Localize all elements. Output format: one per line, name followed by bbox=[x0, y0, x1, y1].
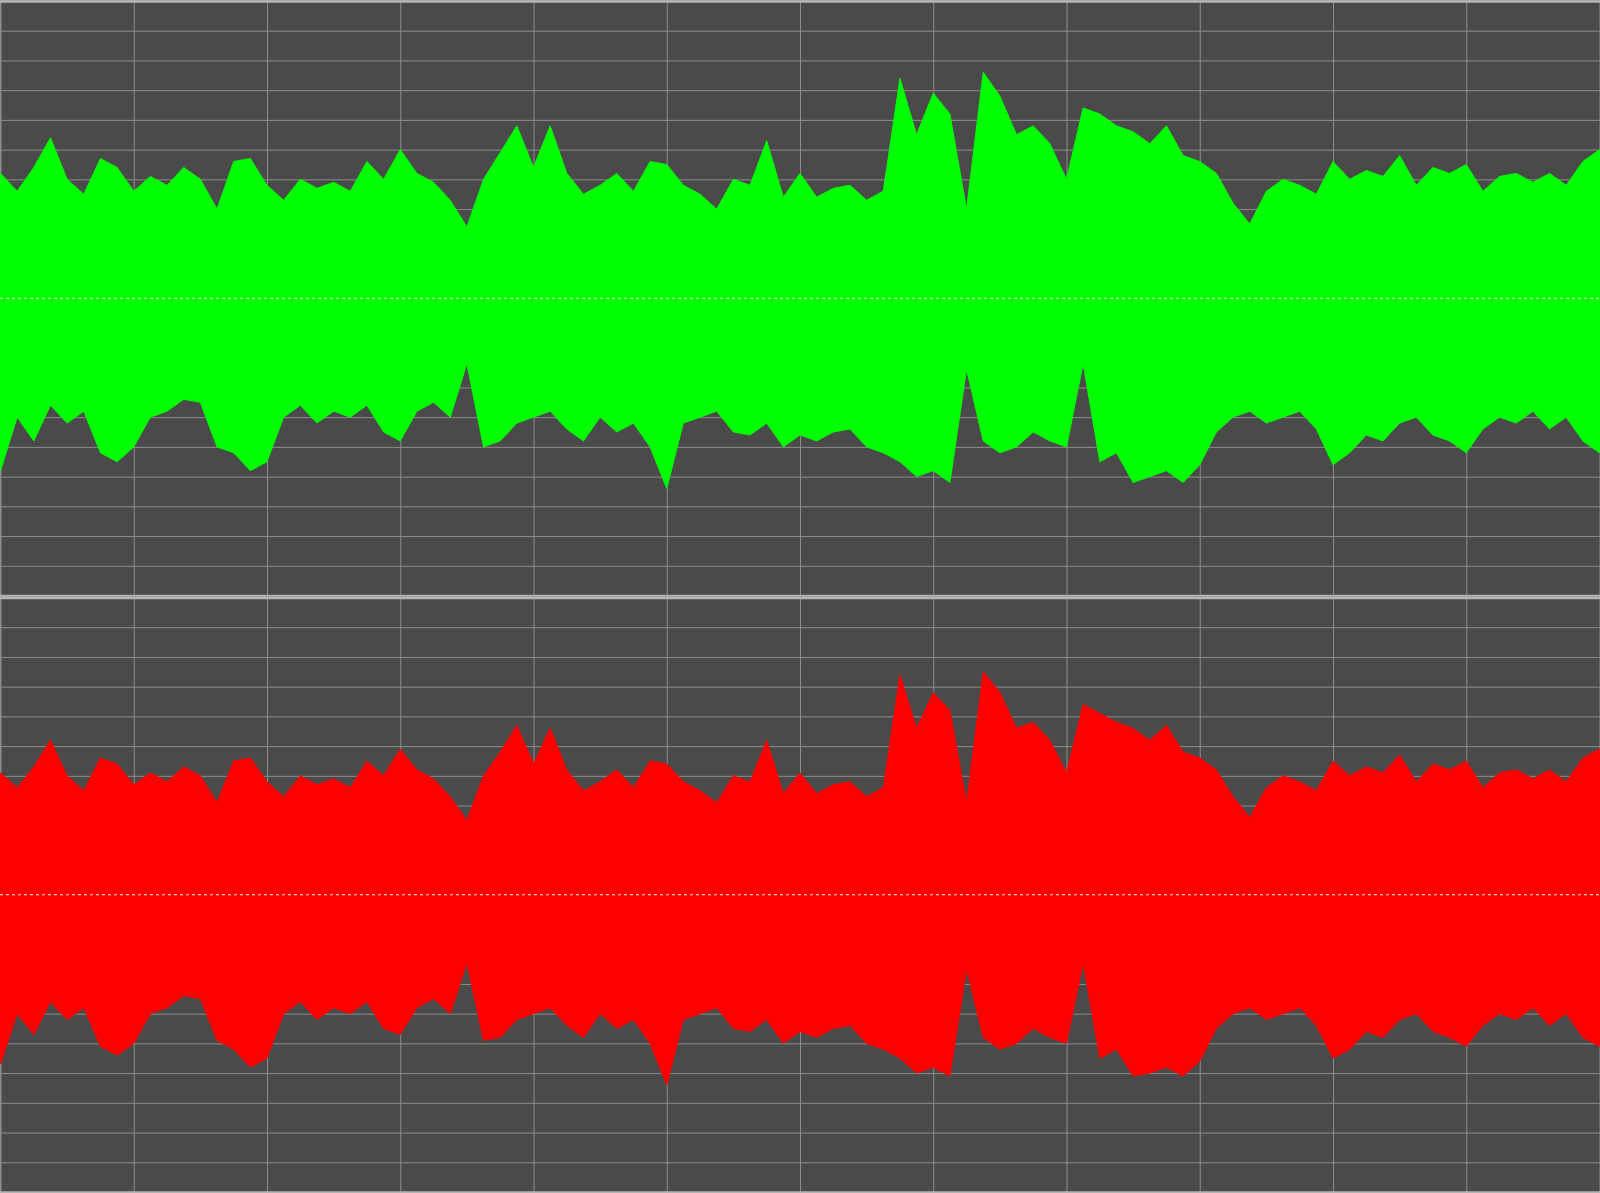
waveform-area bbox=[1, 298, 1600, 488]
y-grid-line bbox=[0, 31, 1600, 32]
y-tick bbox=[0, 120, 1600, 121]
y-grid-line bbox=[0, 627, 1600, 628]
x-axis bbox=[1, 0, 1600, 597]
y-grid-line bbox=[0, 90, 1600, 91]
y-tick bbox=[0, 150, 1600, 151]
y-tick bbox=[0, 627, 1600, 628]
y-tick bbox=[0, 536, 1600, 537]
y-grid-line bbox=[0, 60, 1600, 61]
waveform-area bbox=[1, 895, 1600, 1085]
y-grid-line bbox=[0, 597, 1600, 600]
waveform-area bbox=[1, 672, 1600, 895]
y-grid-line bbox=[0, 536, 1600, 537]
y-grid-line bbox=[0, 566, 1600, 567]
y-grid-line bbox=[0, 595, 1600, 598]
y-tick bbox=[0, 1, 1600, 2]
x-axis bbox=[1, 597, 1600, 1193]
y-tick bbox=[0, 598, 1600, 599]
waveform-area bbox=[1, 72, 1600, 298]
waveform-marks bbox=[1, 72, 1600, 488]
y-grid-line bbox=[0, 716, 1600, 717]
y-tick bbox=[0, 746, 1600, 747]
y-grid-line bbox=[0, 1133, 1600, 1134]
y-grid-line bbox=[0, 1073, 1600, 1074]
y-tick bbox=[0, 687, 1600, 688]
y-grid-line bbox=[0, 1162, 1600, 1163]
y-tick bbox=[0, 596, 1600, 597]
y-grid-line bbox=[0, 506, 1600, 507]
channel-panel bbox=[0, 0, 1600, 597]
y-tick bbox=[0, 657, 1600, 658]
y-axis bbox=[0, 598, 1600, 1193]
channel-panel bbox=[0, 597, 1600, 1193]
y-grid-line bbox=[0, 657, 1600, 658]
y-tick bbox=[0, 1162, 1600, 1163]
y-tick bbox=[0, 566, 1600, 567]
y-tick bbox=[0, 506, 1600, 507]
y-grid-line bbox=[0, 477, 1600, 478]
zero-line bbox=[0, 894, 1600, 895]
y-tick bbox=[0, 1103, 1600, 1104]
y-grid-line bbox=[0, 0, 1600, 3]
y-grid-line bbox=[0, 746, 1600, 747]
y-axis bbox=[0, 2, 1600, 597]
y-tick bbox=[0, 1192, 1600, 1193]
y-tick bbox=[0, 1133, 1600, 1134]
y-tick bbox=[0, 716, 1600, 717]
y-tick bbox=[0, 477, 1600, 478]
background bbox=[0, 0, 1600, 1193]
y-grid-line bbox=[0, 1103, 1600, 1104]
y-grid-line bbox=[0, 1191, 1600, 1193]
y-grid-line bbox=[0, 687, 1600, 688]
y-grid-line bbox=[0, 150, 1600, 151]
waveform-chart bbox=[0, 0, 1600, 1193]
waveform-marks bbox=[1, 672, 1600, 1085]
y-tick bbox=[0, 60, 1600, 61]
y-tick bbox=[0, 90, 1600, 91]
zero-line bbox=[0, 298, 1600, 299]
y-grid-line bbox=[0, 120, 1600, 121]
y-tick bbox=[0, 1073, 1600, 1074]
y-tick bbox=[0, 31, 1600, 32]
